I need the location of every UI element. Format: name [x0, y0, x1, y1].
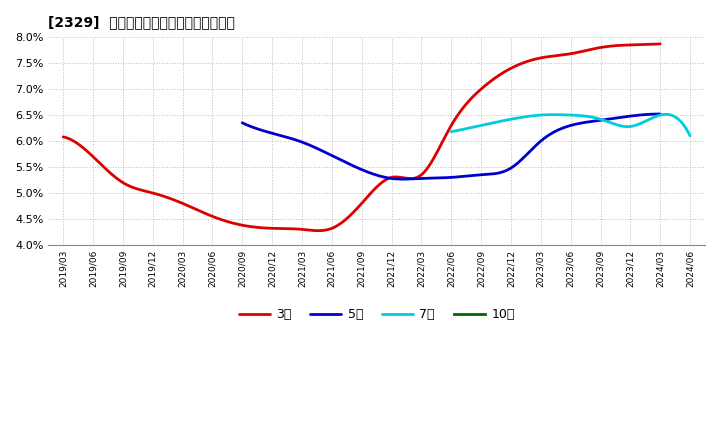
5年 — [492, 171, 501, 176]
7年 — [652, 114, 661, 119]
Legend: 3年, 5年, 7年, 10年: 3年, 5年, 7年, 10年 — [233, 303, 520, 326]
5年 — [481, 172, 490, 177]
3年 — [440, 136, 449, 141]
3年 — [406, 176, 415, 181]
3年 — [59, 134, 68, 139]
Text: [2329]  経常利益マージンの平均値の推移: [2329] 経常利益マージンの平均値の推移 — [48, 15, 235, 29]
7年 — [585, 114, 594, 119]
3年 — [314, 228, 323, 233]
7年 — [685, 133, 694, 139]
5年 — [399, 176, 408, 182]
Line: 5年: 5年 — [242, 114, 660, 179]
7年 — [599, 117, 608, 123]
3年 — [422, 167, 431, 172]
5年 — [238, 120, 246, 125]
5年 — [555, 127, 564, 132]
3年 — [656, 41, 665, 47]
3年 — [574, 50, 582, 55]
5年 — [656, 111, 665, 117]
7年 — [462, 126, 470, 132]
3年 — [96, 161, 104, 166]
5年 — [264, 129, 272, 135]
7年 — [628, 124, 636, 129]
7年 — [662, 112, 670, 117]
5年 — [655, 111, 664, 117]
5年 — [598, 117, 607, 123]
Line: 3年: 3年 — [63, 44, 660, 231]
7年 — [447, 129, 456, 134]
5年 — [505, 166, 513, 172]
Line: 7年: 7年 — [451, 114, 690, 136]
7年 — [592, 115, 600, 121]
3年 — [513, 63, 521, 68]
